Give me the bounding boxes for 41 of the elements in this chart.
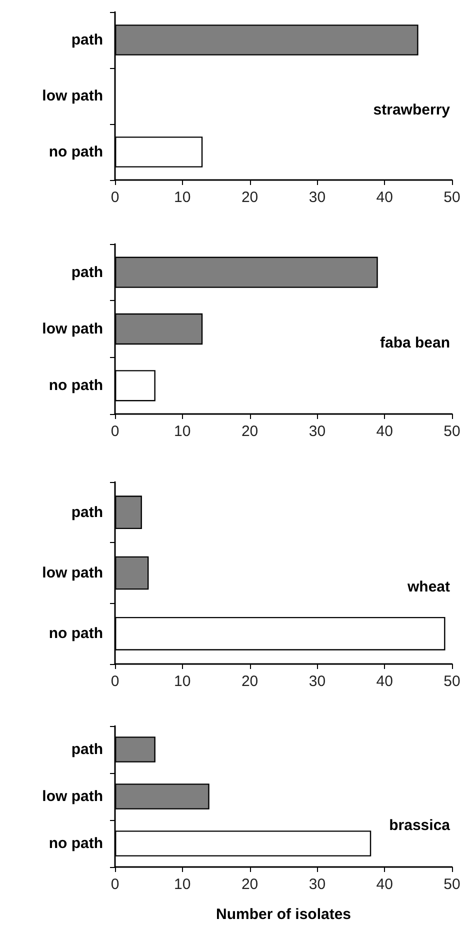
- x-tick-label: 30: [308, 423, 326, 440]
- x-tick-label: 50: [444, 673, 460, 690]
- text: strawberry: [373, 102, 451, 118]
- x-tick-label: 50: [444, 423, 460, 440]
- x-tick-label: 0: [110, 189, 120, 206]
- text: wheat: [406, 578, 450, 596]
- y-tick-label: no path: [48, 835, 103, 852]
- y-tick-label: low path: [42, 564, 103, 582]
- x-tick-label: 0: [110, 876, 120, 893]
- y-tick-label: low path: [42, 88, 103, 104]
- x-tick-label: 40: [376, 673, 393, 690]
- y-tick-label: path: [71, 264, 103, 281]
- x-tick-label: 30: [308, 673, 326, 690]
- x-tick-label: 40: [376, 876, 393, 893]
- x-tick-label: 20: [241, 423, 258, 440]
- y-tick-label: no path: [48, 144, 103, 160]
- y-tick-label: low path: [42, 320, 103, 338]
- y-tick-label: low path: [42, 788, 103, 805]
- y-tick-label: no path: [48, 625, 103, 642]
- x-tick-label: 0: [110, 423, 120, 440]
- x-tick-label: 10: [174, 189, 191, 206]
- y-tick-label: no path: [48, 377, 103, 394]
- x-tick-label: 10: [174, 423, 191, 440]
- x-axis-title: Number of isolates: [216, 906, 352, 923]
- x-tick-label: 0: [110, 673, 120, 690]
- x-tick-label: 30: [308, 189, 326, 206]
- text: faba bean: [380, 334, 450, 352]
- x-tick-label: 20: [241, 673, 258, 690]
- text: brassica: [389, 817, 451, 834]
- y-tick-label: path: [71, 741, 103, 758]
- x-tick-label: 10: [174, 876, 191, 893]
- x-tick-label: 30: [308, 876, 326, 893]
- x-tick-label: 40: [376, 189, 393, 206]
- x-tick-label: 10: [174, 673, 191, 690]
- x-tick-label: 50: [444, 876, 460, 893]
- x-tick-label: 20: [241, 876, 258, 893]
- x-tick-label: 20: [241, 189, 258, 206]
- y-tick-label: path: [71, 504, 103, 521]
- y-tick-label: path: [71, 32, 103, 48]
- x-tick-label: 40: [376, 423, 393, 440]
- x-tick-label: 50: [444, 189, 460, 206]
